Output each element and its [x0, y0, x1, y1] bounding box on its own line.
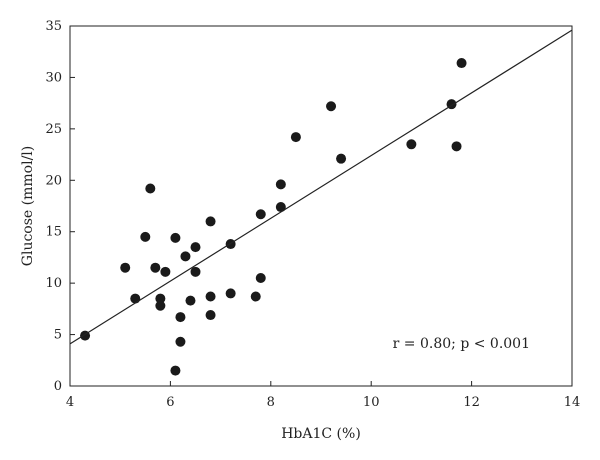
- data-point: [155, 300, 166, 311]
- y-tick-label: 15: [45, 225, 62, 240]
- y-tick-label: 30: [45, 70, 62, 85]
- data-point: [451, 141, 462, 152]
- x-tick-label: 6: [166, 395, 174, 410]
- data-point: [275, 202, 286, 213]
- data-point: [336, 153, 347, 164]
- data-point: [190, 266, 201, 277]
- data-point: [160, 266, 171, 277]
- data-point: [190, 242, 201, 253]
- data-point: [175, 312, 186, 323]
- data-point: [175, 336, 186, 347]
- data-points: [80, 58, 467, 376]
- y-tick-label: 0: [54, 379, 62, 394]
- data-point: [275, 179, 286, 190]
- data-point: [406, 139, 417, 150]
- data-point: [205, 216, 216, 227]
- data-point: [255, 209, 266, 220]
- x-tick-label: 12: [463, 395, 480, 410]
- data-point: [205, 291, 216, 302]
- data-point: [180, 251, 191, 262]
- y-tick-label: 25: [45, 122, 62, 137]
- x-tick-label: 14: [564, 395, 581, 410]
- data-point: [140, 231, 151, 242]
- data-point: [225, 288, 236, 299]
- data-point: [250, 291, 261, 302]
- data-point: [290, 132, 301, 143]
- data-point: [170, 365, 181, 376]
- data-point: [185, 295, 196, 306]
- x-tick-label: 8: [267, 395, 275, 410]
- data-point: [130, 293, 141, 304]
- data-point: [326, 101, 337, 112]
- data-point: [456, 58, 467, 69]
- x-tick-label: 10: [363, 395, 380, 410]
- data-point: [150, 262, 161, 273]
- y-tick-label: 5: [54, 328, 62, 343]
- data-point: [120, 262, 131, 273]
- correlation-annotation: r = 0.80; p < 0.001: [393, 336, 530, 352]
- plot-frame: [69, 25, 573, 387]
- data-point: [145, 183, 156, 194]
- y-axis-label: Glucose (mmol/l): [20, 146, 36, 266]
- x-tick-label: 4: [66, 395, 74, 410]
- data-point: [170, 232, 181, 243]
- data-point: [205, 310, 216, 321]
- y-tick-label: 20: [45, 173, 62, 188]
- x-axis-label: HbA1C (%): [281, 426, 361, 442]
- y-tick-label: 10: [45, 276, 62, 291]
- data-point: [155, 293, 166, 304]
- regression-line: [69, 29, 573, 345]
- x-axis-ticks: 4 6 8 10 12 14: [66, 381, 580, 410]
- y-axis-ticks: 0 5 10 15 20 25 30 35: [45, 19, 75, 394]
- y-tick-label: 35: [45, 19, 62, 34]
- data-point: [255, 273, 266, 283]
